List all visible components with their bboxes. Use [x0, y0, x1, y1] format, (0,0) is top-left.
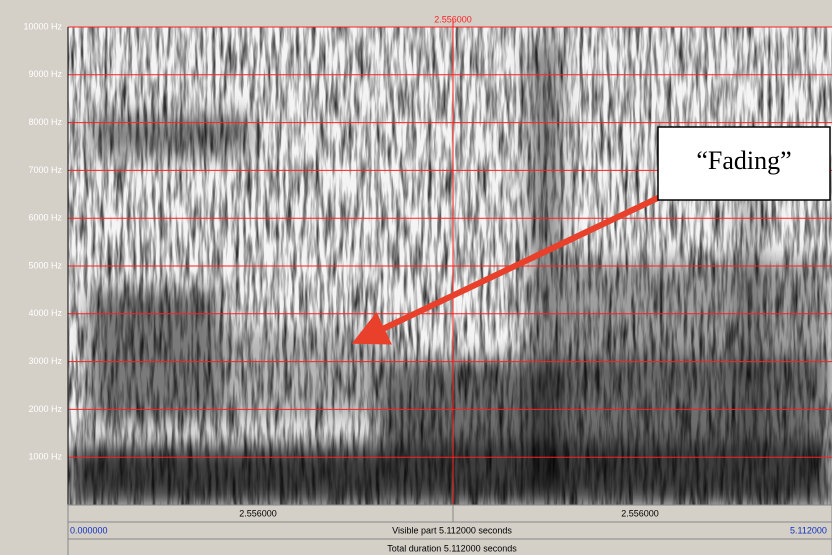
- total-row: [67, 538, 832, 555]
- frequency-label: 4000 Hz: [28, 308, 62, 318]
- frequency-label: 10000 Hz: [23, 21, 62, 31]
- annotation-text: “Fading”: [696, 146, 791, 175]
- frequency-label: 3000 Hz: [28, 356, 62, 366]
- cursor-label: 2.556000: [434, 14, 472, 24]
- frequency-label: 8000 Hz: [28, 117, 62, 127]
- total-duration[interactable]: Total duration 5.112000 seconds: [387, 543, 517, 553]
- visible-part[interactable]: Visible part 5.112000 seconds: [392, 525, 512, 535]
- frequency-label: 5000 Hz: [28, 260, 62, 270]
- frequency-label: 9000 Hz: [28, 69, 62, 79]
- frequency-label: 2000 Hz: [28, 404, 62, 414]
- start-time: 0.000000: [70, 525, 108, 535]
- end-time: 5.112000: [790, 525, 827, 535]
- annotation-box: [657, 126, 831, 201]
- frequency-label: 6000 Hz: [28, 213, 62, 223]
- segment-right[interactable]: 2.556000: [621, 508, 659, 518]
- annotation-arrow: [351, 193, 664, 345]
- frequency-label: 1000 Hz: [28, 452, 62, 462]
- frequency-label: 7000 Hz: [28, 165, 62, 175]
- segment-row: [67, 504, 832, 523]
- segment-left[interactable]: 2.556000: [239, 508, 277, 518]
